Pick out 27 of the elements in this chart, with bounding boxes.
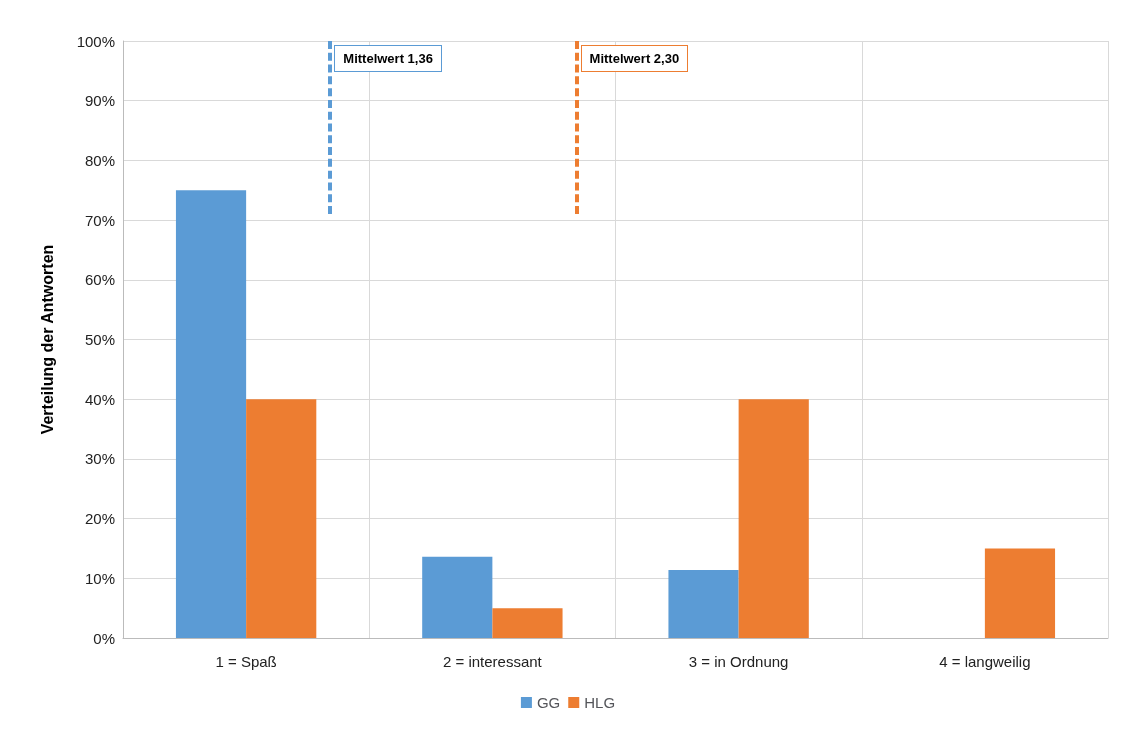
legend-label: GG <box>536 694 561 711</box>
y-tick-label: 50% <box>84 331 115 348</box>
bar <box>246 399 317 638</box>
bar <box>175 190 247 638</box>
bar <box>492 608 563 638</box>
legend-label: HLG <box>584 694 616 711</box>
y-axis-title: Verteilung der Antworten <box>38 244 56 435</box>
y-tick-label: 60% <box>84 271 115 289</box>
bar <box>984 548 1056 638</box>
y-tick-label: 20% <box>84 510 115 528</box>
x-tick-label: 4 = langweilig <box>939 653 1031 670</box>
y-tick-label: 10% <box>84 569 115 587</box>
bar <box>668 569 739 638</box>
y-tick-label: 100% <box>76 32 115 50</box>
bar <box>422 556 493 638</box>
y-tick-label: 70% <box>84 211 115 229</box>
y-tick-label: 80% <box>84 151 115 169</box>
annotation: Mittelwert 2,30 <box>580 45 689 72</box>
y-tick-label: 30% <box>84 450 115 468</box>
annotation: Mittelwert 1,36 <box>334 45 442 72</box>
x-tick-label: 1 = Spaß <box>215 653 277 670</box>
y-tick-label: 90% <box>84 92 115 110</box>
x-tick-label: 2 = interessant <box>442 653 543 670</box>
bar <box>738 399 809 638</box>
y-tick-label: 0% <box>93 629 115 647</box>
x-tick-label: 3 = in Ordnung <box>688 653 789 670</box>
y-tick-label: 40% <box>84 390 115 408</box>
